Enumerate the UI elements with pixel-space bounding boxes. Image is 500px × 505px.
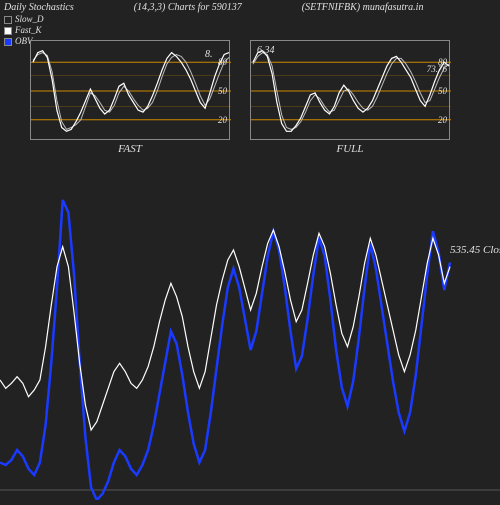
main-chart: 535.45 Close [0, 170, 500, 500]
svg-text:73.76: 73.76 [427, 64, 448, 74]
legend-fast-k-label: Fast_K [15, 25, 42, 36]
swatch-white [4, 27, 12, 35]
full-panel-label: FULL [337, 143, 364, 155]
svg-text:20: 20 [438, 115, 448, 125]
legend-slow-d: Slow_D [4, 14, 44, 25]
fast-chart: 2050808. [31, 41, 231, 141]
swatch-empty [4, 16, 12, 24]
fast-panel-label: FAST [118, 143, 142, 155]
full-panel: 2050806.3473.76 FULL [250, 40, 450, 140]
fast-panel: 2050808. FAST [30, 40, 230, 140]
svg-text:50: 50 [438, 86, 448, 96]
legend-slow-d-label: Slow_D [15, 14, 44, 25]
chart-tag: (SETFNIFBK) munafasutra.in [302, 2, 424, 13]
swatch-blue [4, 38, 12, 46]
svg-text:20: 20 [218, 115, 228, 125]
full-chart: 2050806.3473.76 [251, 41, 451, 141]
legend-fast-k: Fast_K [4, 25, 44, 36]
chart-title: Daily Stochastics [4, 2, 74, 13]
svg-text:8.: 8. [205, 49, 213, 60]
svg-text:535.45 Close: 535.45 Close [450, 244, 500, 256]
svg-text:50: 50 [218, 86, 228, 96]
main-chart-area: 535.45 Close [0, 170, 500, 500]
chart-params: (14,3,3) Charts for 590137 [134, 2, 242, 13]
svg-text:6.34: 6.34 [257, 45, 275, 56]
